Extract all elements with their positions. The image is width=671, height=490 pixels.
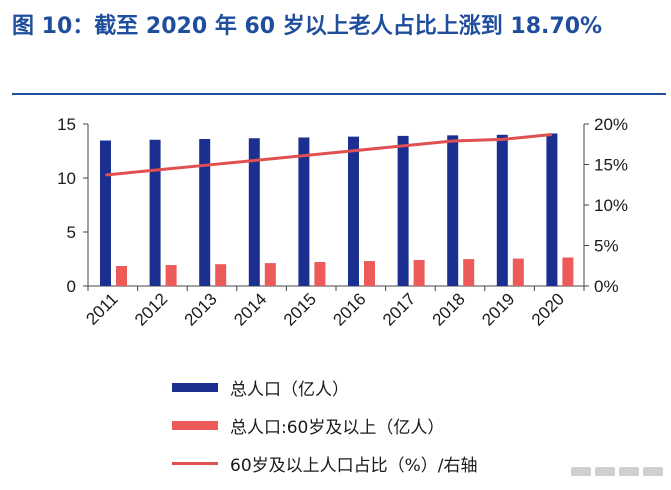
x-tick-label: 2018 bbox=[429, 289, 469, 329]
chart-title: 图 10：截至 2020 年 60 岁以上老人占比上涨到 18.70% bbox=[12, 14, 603, 39]
legend-swatch-elder bbox=[172, 420, 218, 430]
title-divider bbox=[12, 93, 666, 95]
bar-elderly-population bbox=[413, 259, 425, 286]
legend-swatch-ratio bbox=[172, 461, 218, 465]
x-tick-label: 2015 bbox=[280, 289, 320, 329]
bar-total-population bbox=[447, 135, 459, 286]
x-tick-label: 2014 bbox=[230, 289, 270, 329]
y-tick-label-left: 15 bbox=[57, 115, 76, 134]
legend-item-ratio: 60岁及以上人口占比（%）/右轴 bbox=[172, 444, 478, 482]
legend-label-total: 总人口（亿人） bbox=[230, 379, 349, 400]
legend-item-elder: 总人口:60岁及以上（亿人） bbox=[172, 406, 478, 444]
legend-label-ratio: 60岁及以上人口占比（%）/右轴 bbox=[230, 455, 478, 476]
bar-total-population bbox=[546, 133, 558, 286]
y-tick-label-left: 5 bbox=[67, 223, 76, 242]
bar-elderly-population bbox=[512, 258, 524, 286]
legend-label-elder: 总人口:60岁及以上（亿人） bbox=[230, 417, 445, 438]
bar-elderly-population bbox=[116, 266, 127, 286]
y-tick-label-right: 10% bbox=[594, 196, 628, 215]
bar-total-population bbox=[397, 135, 409, 286]
watermark-block bbox=[571, 467, 591, 476]
y-tick-label-left: 0 bbox=[67, 277, 76, 296]
watermark-block bbox=[619, 467, 639, 476]
x-tick-label: 2019 bbox=[478, 289, 518, 329]
y-tick-label-right: 20% bbox=[594, 115, 628, 134]
bar-total-population bbox=[199, 139, 211, 286]
bar-total-population bbox=[149, 139, 161, 286]
y-tick-label-left: 10 bbox=[57, 169, 76, 188]
x-tick-label: 2017 bbox=[379, 289, 419, 329]
bar-elderly-population bbox=[264, 263, 276, 286]
bar-elderly-population bbox=[463, 259, 475, 286]
bar-elderly-population bbox=[314, 262, 326, 286]
bar-elderly-population bbox=[364, 261, 375, 286]
bar-total-population bbox=[496, 134, 508, 286]
line-elderly-ratio bbox=[105, 133, 553, 177]
legend-item-total: 总人口（亿人） bbox=[172, 368, 478, 406]
y-tick-label-right: 0% bbox=[594, 277, 619, 296]
y-tick-label-right: 15% bbox=[594, 156, 628, 175]
legend: 总人口（亿人） 总人口:60岁及以上（亿人） 60岁及以上人口占比（%）/右轴 bbox=[172, 368, 478, 482]
bar-elderly-population bbox=[165, 265, 177, 286]
bar-total-population bbox=[248, 138, 260, 286]
bar-elderly-population bbox=[215, 264, 227, 286]
x-tick-label: 2016 bbox=[329, 289, 369, 329]
x-tick-label: 2012 bbox=[131, 289, 171, 329]
y-tick-label-right: 5% bbox=[594, 237, 619, 256]
bar-total-population bbox=[298, 137, 310, 286]
x-tick-label: 2013 bbox=[181, 289, 221, 329]
watermark bbox=[571, 467, 663, 476]
x-tick-label: 2020 bbox=[528, 289, 568, 329]
watermark-block bbox=[595, 467, 615, 476]
legend-swatch-total bbox=[172, 382, 218, 392]
watermark-block bbox=[643, 467, 663, 476]
bar-total-population bbox=[100, 140, 111, 286]
x-tick-label: 2011 bbox=[82, 289, 121, 328]
bar-elderly-population bbox=[562, 257, 574, 286]
bar-total-population bbox=[348, 136, 359, 286]
